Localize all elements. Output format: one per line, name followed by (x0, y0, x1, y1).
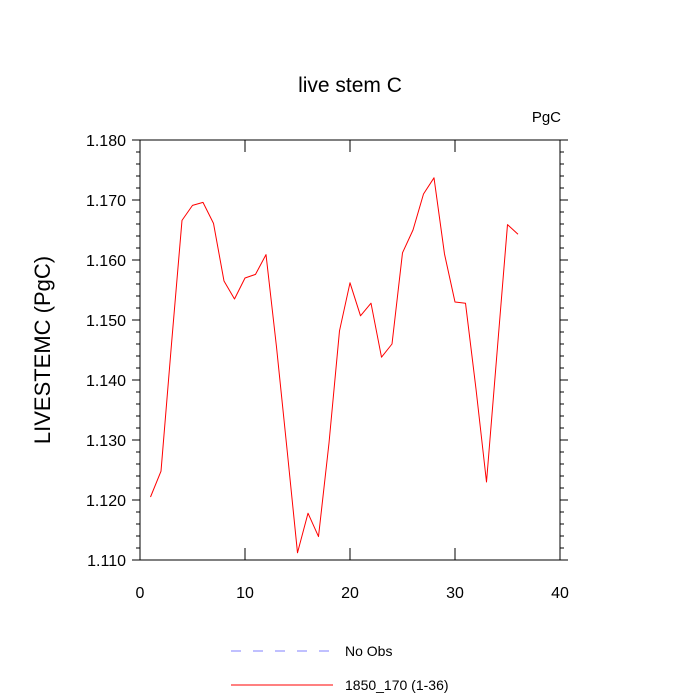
y-tick-label: 1.170 (86, 193, 126, 210)
legend-label: No Obs (345, 643, 392, 659)
x-tick-label: 0 (136, 585, 145, 602)
legend-label: 1850_170 (1-36) (345, 677, 449, 693)
y-tick-label: 1.150 (86, 313, 126, 330)
axis-ticks (132, 139, 568, 561)
y-tick-label: 1.110 (87, 553, 126, 570)
y-tick-label: 1.180 (86, 133, 126, 150)
legend: No Obs 1850_170 (1-36) (231, 643, 449, 693)
y-tick-label: 1.160 (86, 253, 126, 270)
y-tick-label: 1.120 (86, 493, 126, 510)
x-tick-label: 40 (551, 585, 569, 602)
y-axis-label: LIVESTEMC (PgC) (30, 256, 55, 444)
axis-tick-labels: 0 10 20 30 40 1.110 1.120 1.130 1.140 1.150 1.160 1… (86, 133, 569, 602)
series-line-1 (150, 177, 519, 554)
y-tick-label: 1.130 (86, 433, 126, 450)
chart-title: live stem C (298, 74, 402, 97)
x-tick-label: 30 (446, 585, 464, 602)
y-tick-label: 1.140 (86, 373, 126, 390)
x-tick-label: 10 (236, 585, 254, 602)
series-layer (150, 177, 519, 554)
x-tick-label: 20 (341, 585, 359, 602)
units-label: PgC (532, 109, 561, 126)
